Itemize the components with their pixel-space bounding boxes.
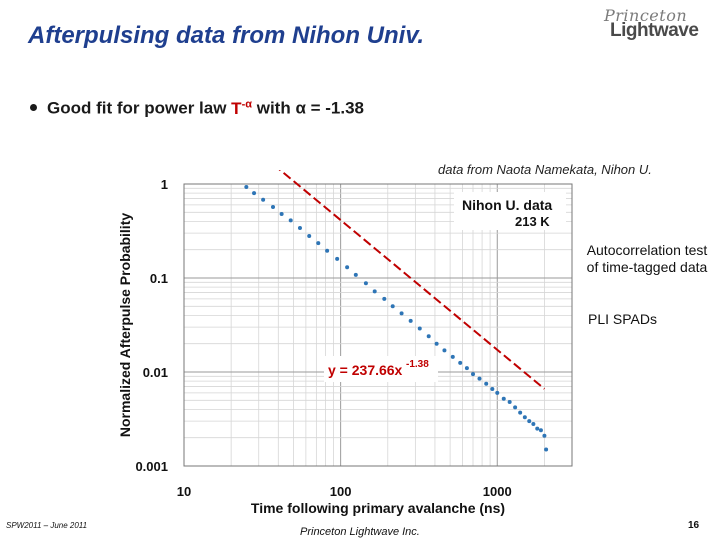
data-point [518,410,523,415]
fit-equation-background [324,356,438,382]
y-tick-labels: 1 0.1 0.01 0.001 [135,177,168,474]
data-point [501,396,506,401]
logo-top-text: Princeton [604,6,688,25]
bullet-point: Good fit for power law T-α with α = -1.3… [30,98,364,119]
data-point [538,428,543,433]
data-point [270,204,275,209]
fit-line [278,170,546,390]
data-point [353,272,358,277]
slide-title: Afterpulsing data from Nihon Univ. [28,22,425,49]
data-point [390,304,395,309]
data-point [484,381,489,386]
footer-event: SPW2011 – June 2011 [6,521,88,530]
legend-box: Nihon U. data 213 K [454,192,566,230]
x-tick-label: 10 [177,484,191,499]
logo-bottom-text: Lightwave [610,20,699,41]
y-tick-label: 0.001 [135,459,168,474]
pli-note: PLI SPADs [588,311,657,327]
legend-background [454,192,566,230]
data-point [507,399,512,404]
data-point [490,386,495,391]
bullet-suffix: with α = -1.38 [252,98,365,118]
side-note: Autocorrelation test of time-tagged data [586,242,708,275]
data-point [477,376,482,381]
bullet-power-law: T-α [231,98,252,118]
data-point [527,419,532,424]
data-point [464,366,469,371]
data-point [544,447,549,452]
data-point [531,421,536,426]
data-point [345,265,350,270]
fit-equation-text: y = 237.66x [328,362,403,378]
data-point [316,241,321,246]
y-tick-label: 0.01 [143,365,168,380]
fit-equation: y = 237.66x -1.38 [324,356,438,382]
x-axis-label: Time following primary avalanche (ns) [251,500,505,516]
y-axis-label: Normalized Afterpulse Probability [117,213,133,438]
data-point [244,184,249,189]
data-point [252,191,257,196]
data-point [307,233,312,238]
data-point [288,218,293,223]
bullet-exponent: -α [241,98,252,110]
data-point [471,372,476,377]
chart-grid [183,183,573,467]
data-point [458,360,463,365]
data-point [442,348,447,353]
data-point [426,334,431,339]
bullet-text: Good fit for power law [47,98,232,118]
company-logo: Princeton Lightwave [604,6,716,42]
plot-area [184,184,572,466]
data-point [513,405,518,410]
page-number: 16 [688,520,700,531]
data-markers [244,184,549,452]
data-point [417,326,422,331]
y-tick-label: 0.1 [150,271,168,286]
data-point [297,226,302,231]
data-source-note: data from Naota Namekata, Nihon U. [438,162,652,177]
bullet-dot-icon [30,103,37,111]
x-tick-label: 100 [330,484,352,499]
data-point [450,354,455,359]
data-point [542,433,547,438]
data-point [372,289,377,294]
data-point [535,426,540,431]
x-tick-label: 1000 [483,484,512,499]
data-point [335,256,340,261]
data-point [279,211,284,216]
x-tick-labels: 10 100 1000 [177,484,512,499]
legend-line-1: Nihon U. data [462,197,552,213]
data-point [325,248,330,253]
data-point [261,197,266,202]
plot-border [183,183,573,467]
y-tick-label: 1 [161,177,168,192]
legend-line-2: 213 K [515,214,550,229]
data-point [382,296,387,301]
footer-company: Princeton Lightwave Inc. [300,526,420,538]
data-point [363,281,368,286]
data-point [434,341,439,346]
afterpulse-chart: Nihon U. data 213 K y = 237.66x -1.38 10… [117,170,573,516]
data-point [399,311,404,316]
bullet-T: T [231,98,242,118]
data-point [408,318,413,323]
data-point [522,415,527,420]
data-point [495,390,500,395]
fit-exponent-text: -1.38 [406,359,429,370]
